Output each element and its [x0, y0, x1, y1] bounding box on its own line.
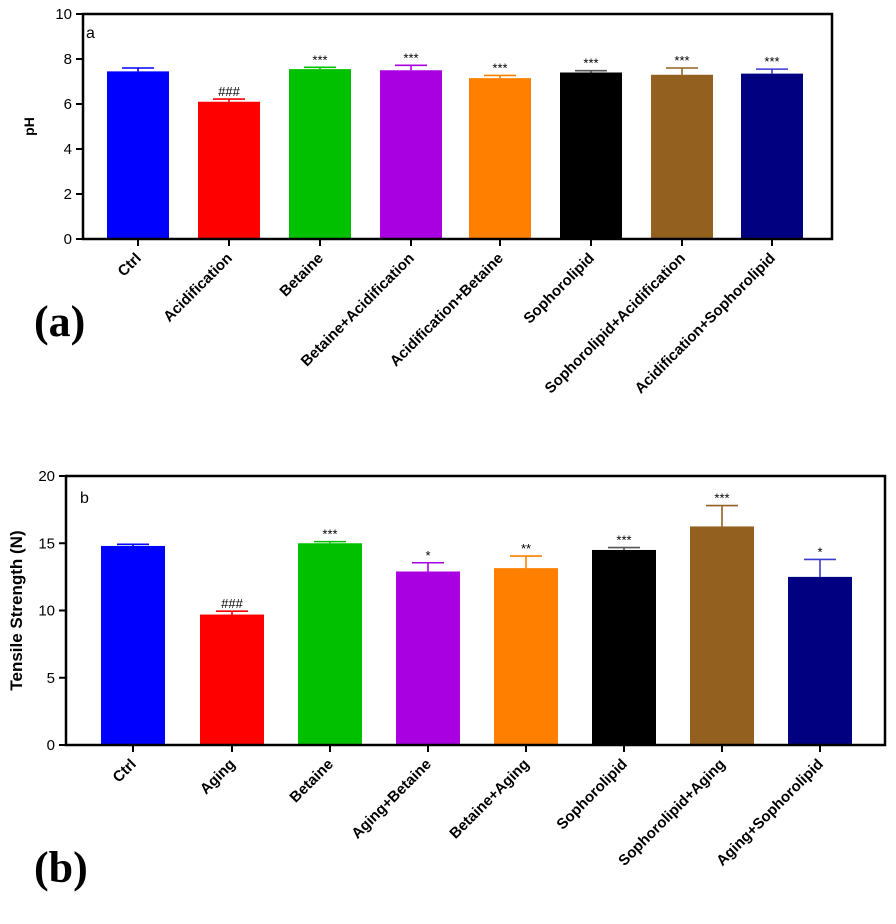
panel-a-bar-2: [198, 101, 260, 239]
panel-b-y-tick-label-15: 15: [38, 535, 55, 552]
panel-b-y-axis-label: Tensile Strength (N): [7, 530, 26, 690]
panel-a-bar-6: [560, 72, 622, 239]
panel-b-significance-6: ***: [616, 533, 631, 548]
panel-b-category-label-8: Aging+Sophorolipid: [713, 756, 827, 870]
panel-a-significance-3: ***: [312, 52, 327, 67]
panel-b-significance-8: *: [817, 544, 822, 559]
panel-a-significance-2: ###: [218, 84, 240, 99]
panel-b-bar-8: [788, 576, 852, 745]
panel-b-significance-7: ***: [714, 491, 729, 506]
panel-b-significance-3: ***: [322, 527, 337, 542]
panel-a-letter: a: [86, 25, 95, 42]
panel-a-y-tick-label-2: 2: [64, 186, 72, 203]
panel-a-significance-5: ***: [492, 60, 507, 75]
panel-b-category-label-7: Sophorolipid+Aging: [615, 756, 729, 870]
panel-b-letter: b: [80, 490, 89, 507]
panel-b-y-tick-label-20: 20: [38, 468, 55, 485]
panel-a-category-label-6: Sophorolipid: [520, 250, 597, 327]
panel-b-category-label-6: Sophorolipid: [553, 756, 630, 833]
panel-b-significance-5: **: [521, 541, 531, 556]
panel-a-y-tick-label-6: 6: [64, 96, 72, 113]
panel-a-bar-5: [469, 78, 531, 239]
panel-b-bar-5: [494, 568, 558, 745]
panel-b-category-label-1: Ctrl: [110, 756, 140, 786]
panel-b-y-tick-label-5: 5: [47, 670, 55, 687]
panel-a-y-tick-label-10: 10: [55, 6, 72, 23]
panel-b-category-label-2: Aging: [197, 756, 239, 798]
panel-b-figure-label: (b): [34, 843, 88, 892]
panel-a-significance-7: ***: [674, 53, 689, 68]
panel-a-bar-7: [651, 74, 713, 239]
panel-a-category-label-2: Acidification: [160, 250, 236, 326]
panel-b-category-label-3: Betaine: [286, 756, 336, 806]
panel-a-bar-3: [289, 69, 351, 239]
panel-a-category-label-3: Betaine: [276, 250, 326, 300]
panel-a-y-tick-label-0: 0: [64, 231, 72, 248]
panel-b-plot-frame: [64, 474, 887, 747]
panel-a-category-label-1: Ctrl: [115, 250, 145, 280]
panel-b-bar-1: [101, 545, 165, 745]
panel-b-category-label-5: Betaine+Aging: [446, 756, 533, 843]
panel-a-y-tick-label-8: 8: [64, 51, 72, 68]
panel-a-figure-label: (a): [34, 297, 85, 346]
panel-b-bar-3: [298, 543, 362, 745]
panel-b-y-tick-label-0: 0: [47, 737, 55, 754]
panel-a-y-tick-label-4: 4: [64, 141, 72, 158]
panel-b-category-label-4: Aging+Betaine: [348, 756, 435, 843]
panel-b-significance-2: ###: [221, 596, 243, 611]
panel-a-y-axis-label: pH: [21, 117, 37, 136]
panel-a-bar-1: [107, 71, 169, 239]
panel-a-plot-frame: [81, 12, 834, 241]
panel-a-significance-8: ***: [764, 54, 779, 69]
panel-a-bar-4: [380, 70, 442, 239]
panel-b-y-tick-label-10: 10: [38, 603, 55, 620]
panel-a-significance-4: ***: [403, 50, 418, 65]
panel-b-bar-4: [396, 571, 460, 745]
panel-a-significance-6: ***: [583, 56, 598, 71]
panel-b-bar-2: [200, 614, 264, 745]
panel-b-bar-7: [690, 526, 754, 745]
panel-a-bar-8: [741, 73, 803, 239]
panel-b-bar-6: [592, 549, 656, 745]
panel-b-significance-4: *: [425, 548, 430, 563]
